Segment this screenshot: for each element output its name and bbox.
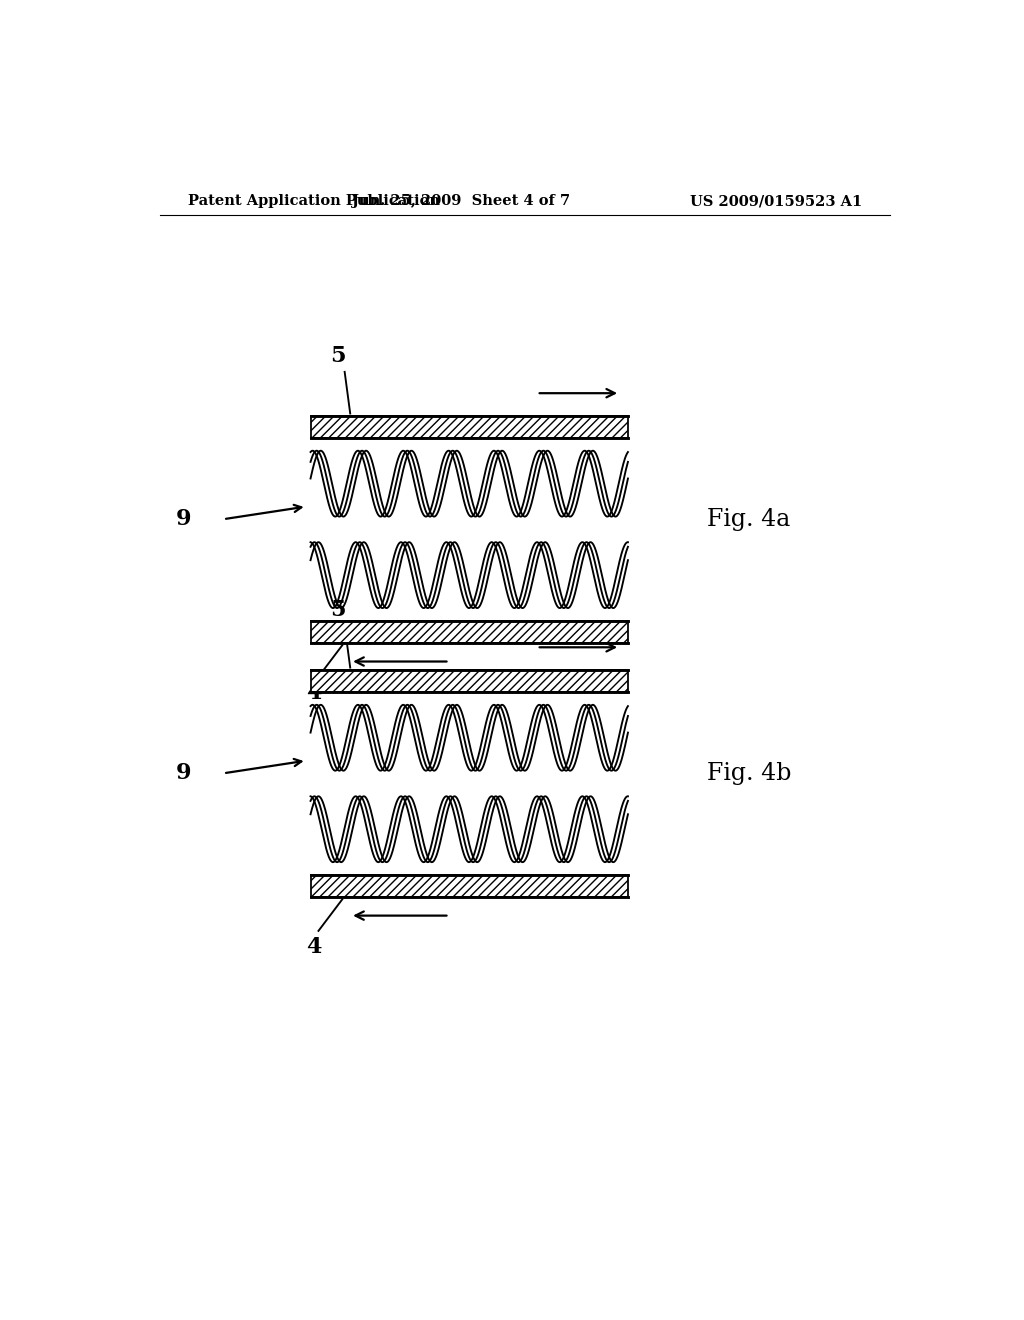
Text: Fig. 4b: Fig. 4b bbox=[708, 762, 792, 785]
Text: 9: 9 bbox=[176, 508, 191, 531]
Text: Jun. 25, 2009  Sheet 4 of 7: Jun. 25, 2009 Sheet 4 of 7 bbox=[352, 194, 570, 209]
Text: 4: 4 bbox=[306, 936, 322, 958]
Bar bbox=[310, 620, 628, 643]
Text: 5: 5 bbox=[331, 345, 346, 367]
Text: 5: 5 bbox=[331, 599, 346, 620]
Bar bbox=[310, 416, 628, 438]
Bar bbox=[310, 875, 628, 898]
Bar bbox=[310, 669, 628, 692]
Text: Patent Application Publication: Patent Application Publication bbox=[187, 194, 439, 209]
Text: US 2009/0159523 A1: US 2009/0159523 A1 bbox=[690, 194, 862, 209]
Text: Fig. 4a: Fig. 4a bbox=[708, 508, 791, 531]
Text: 9: 9 bbox=[176, 763, 191, 784]
Text: 4: 4 bbox=[306, 682, 322, 704]
